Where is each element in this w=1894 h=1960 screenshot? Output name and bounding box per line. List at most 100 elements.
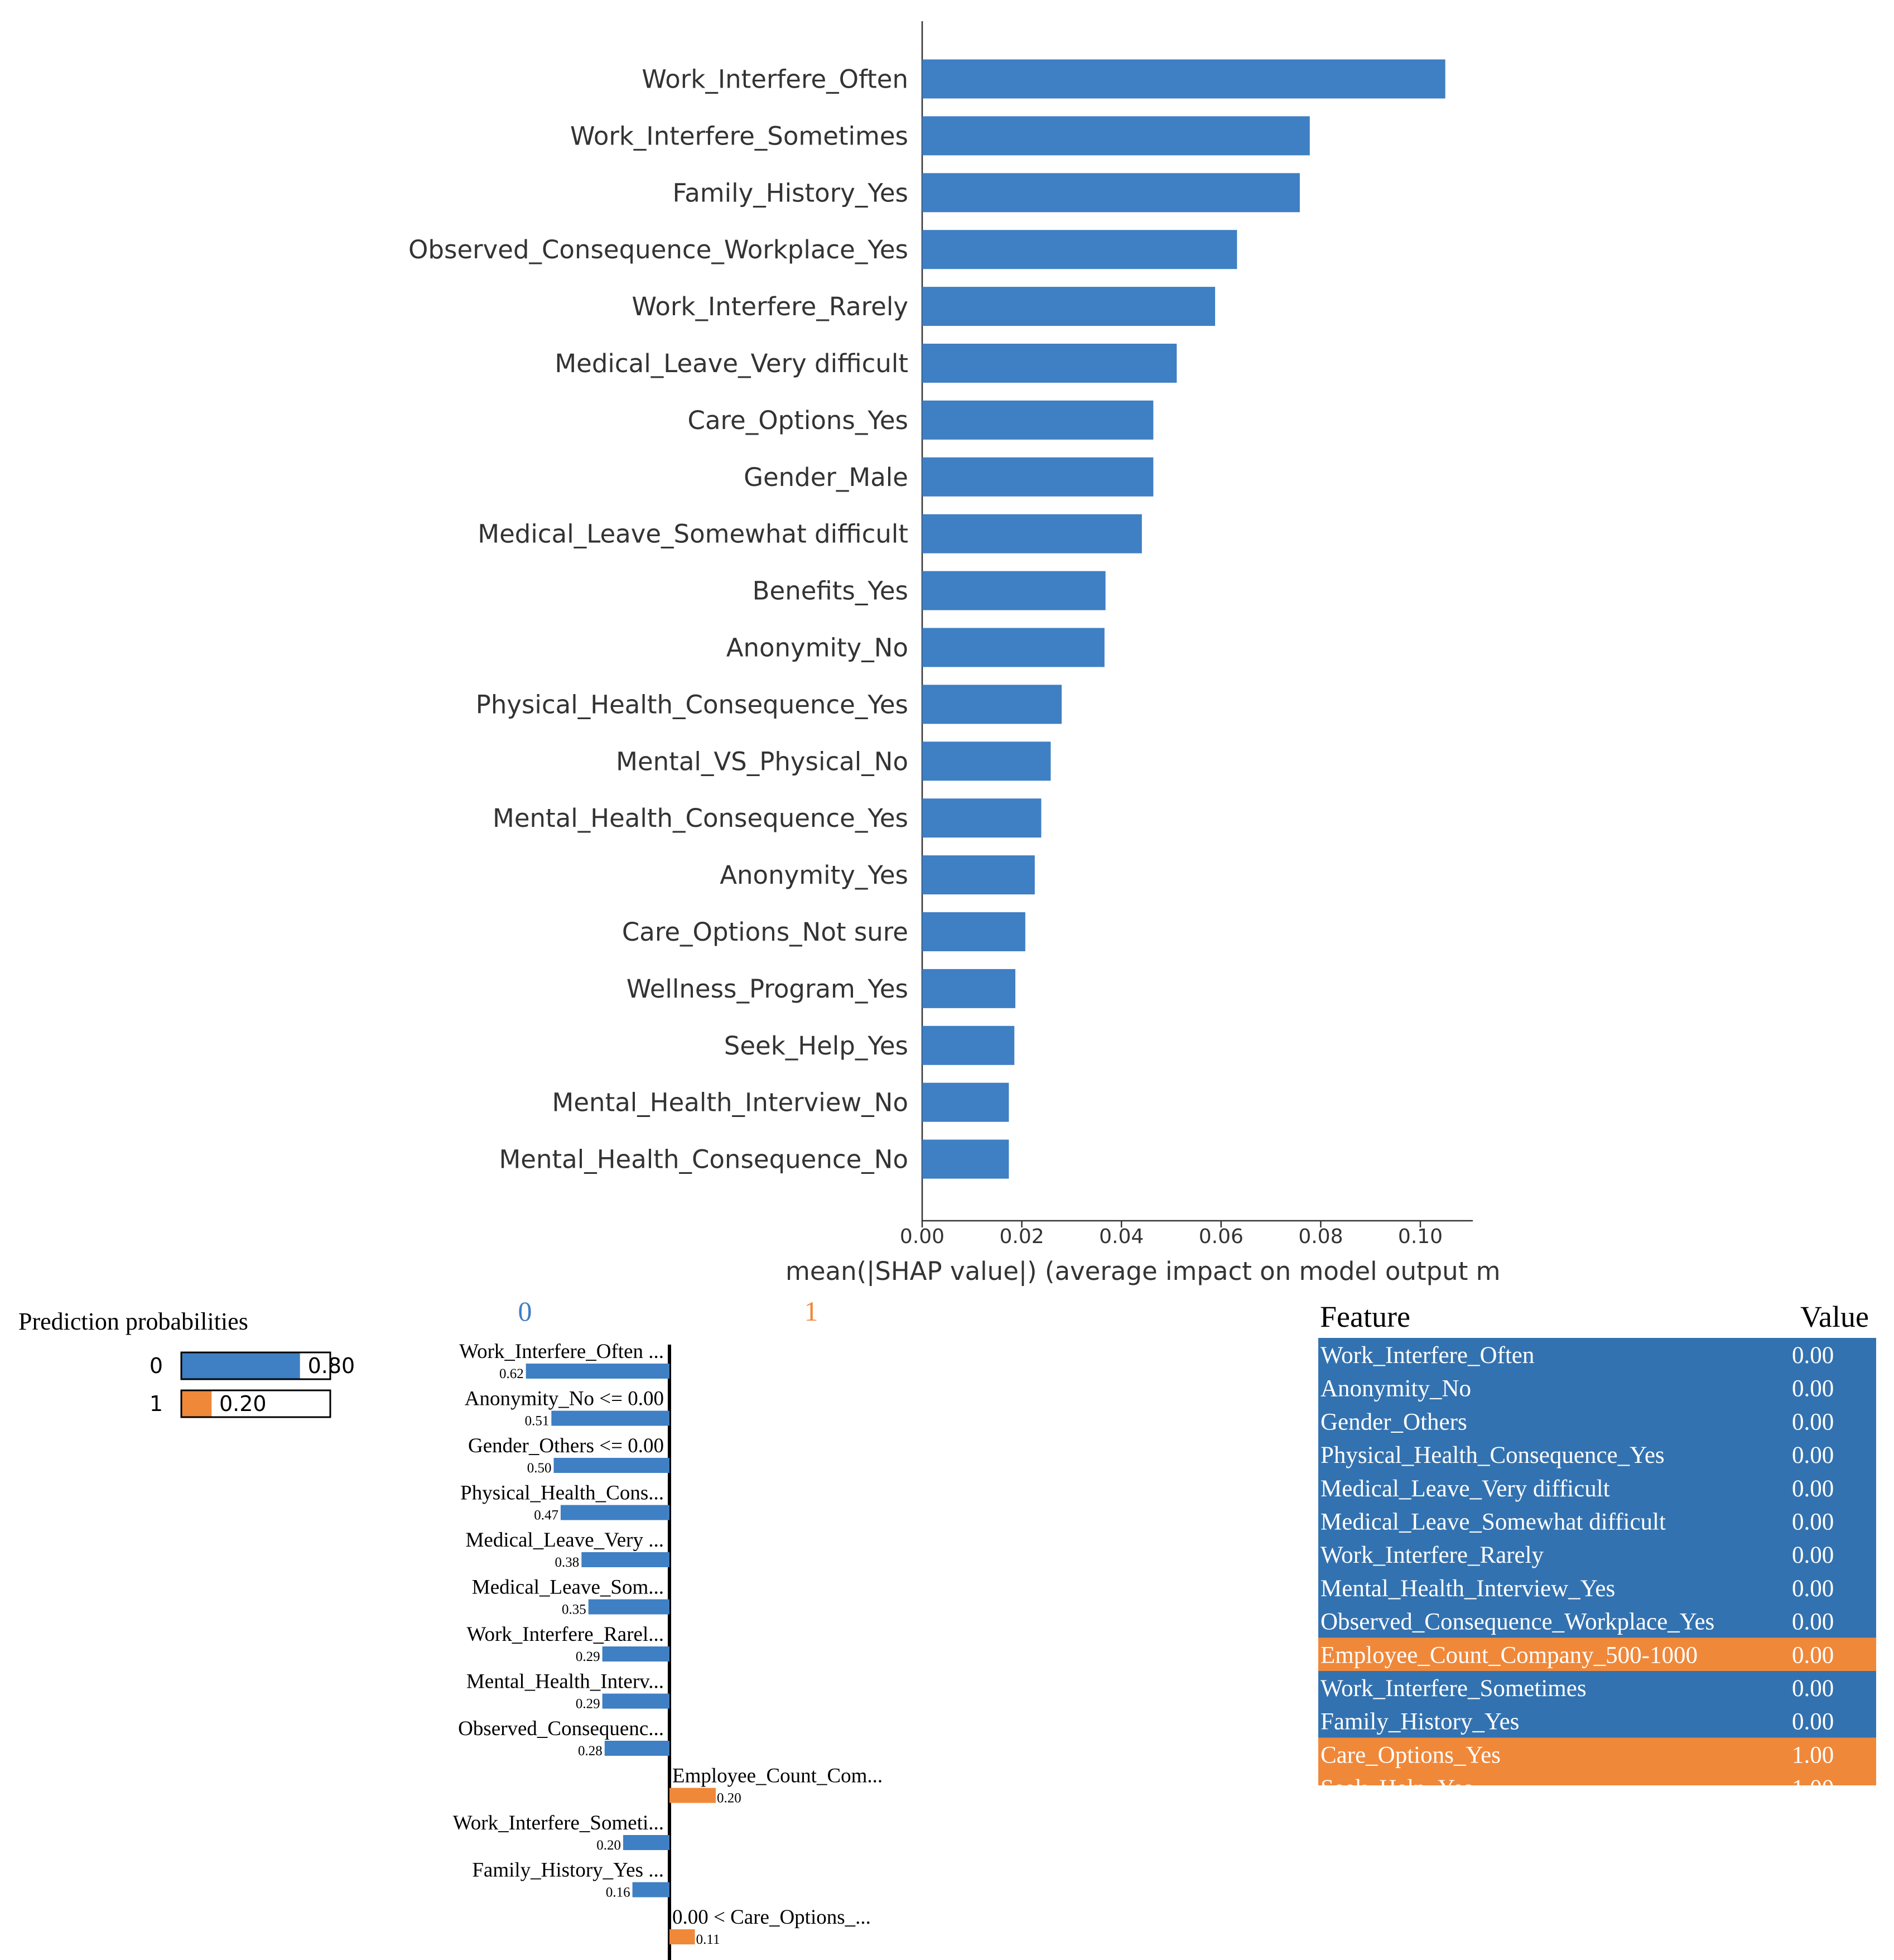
table-cell-feature: Anonymity_No [1321,1376,1471,1402]
table-cell-feature: Work_Interfere_Rarely [1321,1542,1544,1568]
probability-class-label: 0 [150,1354,163,1378]
probability-value-label: 0.80 [308,1354,355,1378]
table-cell-feature: Gender_Others [1321,1409,1467,1435]
shap-bar [922,59,1445,99]
table-cell-value: 1.00 [1792,1775,1834,1802]
table-header-feature: Feature [1320,1300,1410,1333]
table-row [1318,1504,1876,1538]
lime-bar-class-0 [604,1741,669,1756]
lime-value-label: 0.47 [534,1508,558,1523]
table-row [1318,1571,1876,1605]
shap-x-tick-label: 0.06 [1199,1225,1244,1248]
table-row [1318,1471,1876,1505]
shap-bar [922,514,1142,553]
table-cell-feature: Work_Interfere_Sometimes [1321,1675,1587,1702]
table-header-value: Value [1800,1300,1869,1333]
table-row [1318,1338,1876,1372]
table-cell-value: 0.00 [1792,1709,1834,1735]
lime-feature-label: Work_Interfere_Someti... [453,1812,664,1834]
lime-value-label: 0.35 [562,1602,586,1617]
table-cell-feature: Medical_Leave_Somewhat difficult [1321,1509,1666,1535]
table-cell-feature: Physical_Health_Consequence_Yes [1321,1442,1665,1468]
shap-bar [922,457,1154,497]
shap-feature-label: Care_Options_Not sure [622,917,908,947]
lime-feature-label: Work_Interfere_Rarel... [467,1623,664,1646]
lime-feature-label: Mental_Health_Interv... [466,1670,664,1693]
shap-feature-label: Care_Options_Yes [688,406,908,435]
table-cell-feature: Work_Interfere_Often [1321,1342,1534,1369]
shap-bar [922,344,1177,383]
lime-bar-class-0 [623,1835,669,1850]
lime-feature-label: Family_History_Yes ... [472,1859,664,1882]
table-cell-feature: Care_Options_Yes [1321,1742,1501,1768]
shap-feature-label: Medical_Leave_Very difficult [555,349,908,378]
lime-bar-class-0 [526,1364,669,1379]
lime-value-label: 0.11 [696,1932,720,1947]
table-row [1318,1638,1876,1672]
table-cell-value: 0.00 [1792,1509,1834,1535]
shap-bar [922,400,1154,440]
lime-feature-label: 0.00 < Care_Options_... [672,1906,871,1929]
table-row [1318,1438,1876,1472]
shap-bar [922,1139,1009,1179]
table-cell-value: 0.00 [1792,1442,1834,1468]
lime-feature-label: Employee_Count_Com... [672,1765,883,1788]
shap-bar [922,287,1216,326]
lime-value-label: 0.51 [525,1414,550,1429]
table-cell-feature: Observed_Consequence_Workplace_Yes [1321,1609,1714,1635]
lime-feature-label: Medical_Leave_Very ... [466,1529,664,1552]
lime-value-label: 0.28 [578,1744,603,1759]
lime-bar-class-0 [560,1505,669,1520]
table-cell-value: 0.00 [1792,1409,1834,1435]
shap-feature-label: Mental_Health_Consequence_No [499,1145,908,1174]
table-cell-value: 1.00 [1792,1742,1834,1768]
lime-feature-label: Anonymity_No <= 0.00 [465,1388,664,1410]
lime-bar-class-0 [632,1882,669,1898]
shap-feature-label: Work_Interfere_Often [642,65,908,94]
lime-value-label: 0.20 [717,1791,741,1806]
lime-feature-label: Observed_Consequenc... [458,1717,664,1740]
class-label-1: 1 [804,1296,818,1327]
lime-value-label: 0.20 [596,1838,621,1853]
table-row [1318,1771,1876,1785]
shap-feature-label: Anonymity_No [726,633,908,663]
feature-value-table: Feature Value Work_Interfere_Often 0.00 An… [1318,1300,1876,1802]
shap-feature-label: Work_Interfere_Rarely [632,292,908,321]
shap-feature-label: Gender_Male [744,463,908,492]
lime-feature-label: Work_Interfere_Often ... [459,1340,664,1363]
shap-bar [922,1025,1015,1065]
shap-feature-label: Benefits_Yes [753,576,908,606]
shap-x-axis-label: mean(|SHAP value|) (average impact on mo… [785,1256,1501,1286]
table-row [1318,1704,1876,1738]
shap-x-tick-label: 0.04 [1099,1225,1144,1248]
table-cell-feature: Employee_Count_Company_500-1000 [1321,1642,1698,1668]
shap-summary-chart: Work_Interfere_Often Work_Interfere_Somet… [408,21,1501,1286]
shap-feature-label: Seek_Help_Yes [724,1031,908,1061]
class-label-0: 0 [518,1296,532,1327]
shap-bar [922,912,1025,951]
lime-feature-label: Gender_Others <= 0.00 [468,1434,664,1457]
lime-bar-class-1 [669,1788,716,1803]
shap-bar [922,1082,1009,1122]
shap-bar [922,741,1051,781]
lime-value-label: 0.29 [576,1649,600,1664]
shap-bar [922,628,1105,667]
probability-class-label: 1 [150,1391,163,1416]
table-row [1318,1371,1876,1405]
table-cell-value: 0.00 [1792,1542,1834,1568]
table-cell-feature: Family_History_Yes [1321,1709,1519,1735]
table-cell-value: 0.00 [1792,1609,1834,1635]
table-row [1318,1604,1876,1638]
table-cell-value: 0.00 [1792,1675,1834,1702]
shap-x-tick-label: 0.00 [900,1225,944,1248]
lime-bar-class-0 [581,1552,669,1567]
table-cell-feature: Mental_Health_Interview_Yes [1321,1576,1615,1602]
shap-feature-label: Physical_Health_Consequence_Yes [476,690,908,719]
probability-value-label: 0.20 [219,1391,267,1416]
shap-x-tick-label: 0.08 [1298,1225,1343,1248]
prediction-probabilities-title: Prediction probabilities [18,1308,248,1335]
shap-feature-label: Mental_VS_Physical_No [616,747,908,776]
lime-value-label: 0.16 [606,1885,630,1900]
shap-feature-label: Mental_Health_Consequence_Yes [493,803,908,833]
